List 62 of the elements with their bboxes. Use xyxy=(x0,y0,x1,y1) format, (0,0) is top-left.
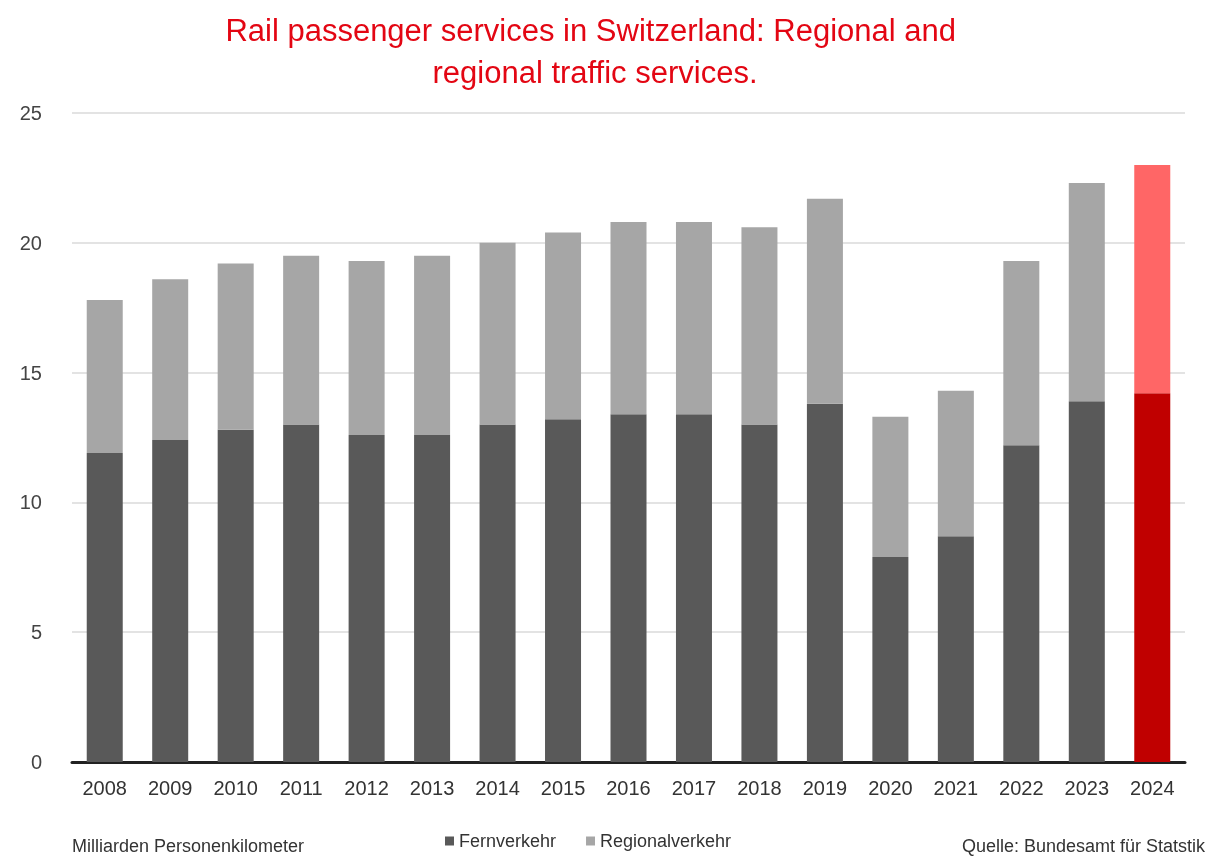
bar xyxy=(414,255,451,435)
x-tick-label: 2010 xyxy=(213,777,258,799)
bar xyxy=(1003,260,1040,446)
x-tick-label: 2020 xyxy=(868,777,913,799)
bar xyxy=(283,255,320,425)
source-note: Quelle: Bundesamt für Statstik xyxy=(961,836,1206,856)
x-tick-label: 2013 xyxy=(409,777,455,799)
x-tick-label: 2015 xyxy=(540,777,586,799)
x-tick-label: 2008 xyxy=(82,777,127,799)
bar xyxy=(937,536,974,762)
bar xyxy=(152,440,189,762)
bar xyxy=(872,416,909,557)
bar xyxy=(1003,445,1040,762)
x-tick-label: 2012 xyxy=(344,777,389,799)
text: Milliarden Personenkilometer xyxy=(72,836,305,856)
y-tick-label: 25 xyxy=(19,102,42,124)
bar xyxy=(217,263,254,430)
y-tick-label: 15 xyxy=(19,361,42,384)
bar xyxy=(217,429,254,762)
bar xyxy=(872,556,909,762)
bar xyxy=(806,198,843,404)
x-tick-label: 2019 xyxy=(802,777,848,799)
x-tick-label: 2021 xyxy=(933,777,979,799)
bar xyxy=(86,453,123,762)
bar xyxy=(675,414,712,762)
y-tick-label: 5 xyxy=(30,621,42,644)
bar xyxy=(675,222,712,415)
y-tick-label: 20 xyxy=(19,231,42,254)
bar xyxy=(414,434,451,762)
bar xyxy=(348,260,385,435)
bar xyxy=(610,222,647,415)
x-tick-label: 2009 xyxy=(147,777,193,799)
x-tick-label: 2014 xyxy=(475,777,520,799)
bar xyxy=(479,242,516,425)
bar xyxy=(545,419,582,762)
y-tick-label: 10 xyxy=(19,491,42,514)
bar xyxy=(741,424,778,762)
bar xyxy=(1068,401,1105,762)
x-tick-label: 2023 xyxy=(1064,777,1110,799)
x-tick-label: 2018 xyxy=(737,777,782,799)
x-tick-label: 2016 xyxy=(606,777,651,799)
bar xyxy=(348,434,385,762)
x-tick-label: 2022 xyxy=(999,777,1044,799)
bar xyxy=(283,424,320,762)
bar xyxy=(937,390,974,537)
x-tick-label: 2024 xyxy=(1130,777,1175,799)
y-tick-label: 0 xyxy=(30,751,42,773)
bar xyxy=(1068,183,1105,402)
legend-label: Fernverkehr xyxy=(459,831,557,851)
bar xyxy=(1134,393,1171,762)
bar xyxy=(479,424,516,762)
x-tick-label: 2017 xyxy=(671,777,717,799)
bar xyxy=(806,403,843,762)
bar xyxy=(610,414,647,762)
bar xyxy=(152,279,189,441)
bar xyxy=(86,299,123,454)
x-tick-label: 2011 xyxy=(279,777,323,799)
legend-label: Regionalverkehr xyxy=(600,831,732,851)
bar xyxy=(1134,164,1171,394)
chart-title: Rail passenger services in Switzerland: Regional and regional traffic services. xyxy=(225,12,965,90)
bar xyxy=(545,232,582,420)
bar xyxy=(741,227,778,425)
